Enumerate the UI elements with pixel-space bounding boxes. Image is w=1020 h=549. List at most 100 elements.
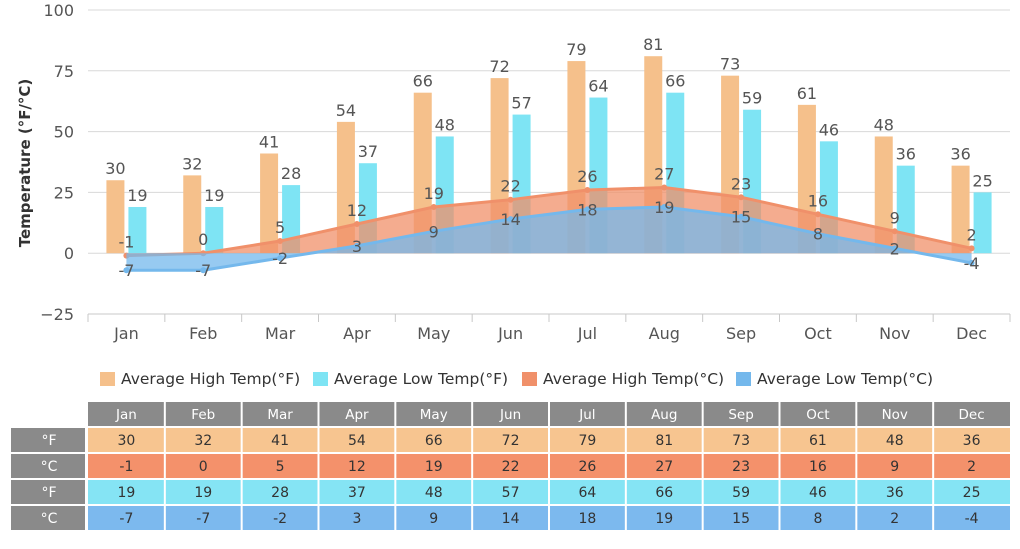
legend-label: Average Low Temp(°F): [334, 370, 508, 388]
data-label: 5: [275, 218, 285, 237]
y-tick-label: 25: [54, 183, 74, 202]
table-cell: 19: [655, 511, 673, 527]
x-tick-label: Dec: [956, 324, 987, 343]
table-cell: 59: [732, 485, 750, 501]
area-point: [661, 203, 668, 210]
area-point: [584, 186, 591, 193]
area-point: [507, 196, 514, 203]
data-label: 22: [500, 177, 520, 196]
data-label: 41: [259, 132, 279, 151]
table-cell: -4: [965, 511, 979, 527]
data-label: 66: [665, 72, 685, 91]
data-label: -4: [964, 254, 980, 273]
table-cell: 19: [194, 485, 212, 501]
data-label: 81: [643, 35, 663, 54]
bar-low-f: [205, 206, 224, 254]
table-cell: 66: [425, 433, 443, 449]
table-header-cell: Oct: [806, 407, 829, 423]
y-tick-label: 75: [54, 62, 74, 81]
data-label: -7: [195, 261, 211, 280]
data-label: 8: [813, 225, 823, 244]
data-label: 37: [358, 142, 378, 161]
data-label: 14: [500, 210, 520, 229]
data-label: 18: [577, 200, 597, 219]
x-tick-label: Aug: [649, 324, 680, 343]
grid-lines: [88, 9, 1010, 315]
data-label: 64: [588, 77, 608, 96]
table-row-label: °F: [41, 485, 56, 501]
table-cell: 36: [963, 433, 981, 449]
table-cell: 57: [502, 485, 520, 501]
data-label: 3: [352, 237, 362, 256]
data-label: 2: [890, 239, 900, 258]
table-cell: 48: [886, 433, 904, 449]
data-label: 46: [819, 120, 839, 139]
area-point: [661, 184, 668, 191]
table-cell: 2: [967, 459, 976, 475]
legend-swatch: [736, 372, 751, 386]
data-label: 72: [489, 57, 509, 76]
data-label: 27: [654, 165, 674, 184]
data-label: 57: [511, 94, 531, 113]
table-header-cell: Jul: [578, 407, 595, 423]
data-label: 66: [413, 72, 433, 91]
table-header-cell: Feb: [191, 407, 215, 423]
data-label: 19: [654, 198, 674, 217]
table-cell: -7: [119, 511, 133, 527]
table-cell: 73: [732, 433, 750, 449]
bar-high-f: [260, 153, 279, 254]
data-label: 9: [890, 208, 900, 227]
table-cell: 3: [352, 511, 361, 527]
data-label: 48: [874, 115, 894, 134]
table-cell: 22: [502, 459, 520, 475]
y-tick-label: 100: [43, 1, 74, 20]
table-cell: 14: [502, 511, 520, 527]
table-cell: 32: [194, 433, 212, 449]
table-cell: 61: [809, 433, 827, 449]
data-label: 28: [281, 164, 301, 183]
y-tick-label: −25: [40, 305, 74, 324]
area-line: [126, 186, 972, 258]
table-header-cell: Jun: [499, 407, 521, 423]
x-tick-label: Feb: [189, 324, 217, 343]
data-label: 23: [731, 174, 751, 193]
table-cell: 81: [655, 433, 673, 449]
bar-low-f: [128, 206, 147, 254]
data-label: -2: [272, 249, 288, 268]
data-label: 48: [435, 115, 455, 134]
table-cell: 72: [502, 433, 520, 449]
data-label: 15: [731, 208, 751, 227]
legend-swatch: [100, 372, 115, 386]
y-tick-label: 50: [54, 123, 74, 142]
table-row-label-bg: [11, 454, 85, 478]
data-label: 26: [577, 167, 597, 186]
table-cell: -7: [196, 511, 210, 527]
table-row-label-bg: [11, 480, 85, 504]
table-cell: 5: [276, 459, 285, 475]
x-tick-label: Sep: [726, 324, 756, 343]
area-point: [738, 194, 745, 201]
bar-high-f: [874, 136, 893, 254]
x-tick-label: Nov: [879, 324, 910, 343]
data-label: 36: [950, 145, 970, 164]
bar-high-f: [336, 121, 355, 254]
table-cell: 37: [348, 485, 366, 501]
x-tick-label: Apr: [343, 324, 371, 343]
area-low-c: [126, 206, 972, 271]
table-header-cell: Mar: [267, 407, 293, 423]
table-cell: 79: [579, 433, 597, 449]
table-cell: 18: [579, 511, 597, 527]
x-tick-label: Jun: [497, 324, 523, 343]
table-row-label-bg: [11, 428, 85, 452]
area-point: [277, 255, 284, 262]
area-point: [507, 216, 514, 223]
table-header-cell: Nov: [882, 407, 908, 423]
data-label: 54: [336, 101, 356, 120]
area-point: [968, 259, 975, 266]
table-cell: -1: [119, 459, 133, 475]
data-label: 19: [127, 186, 147, 205]
bar-high-f: [106, 180, 125, 254]
